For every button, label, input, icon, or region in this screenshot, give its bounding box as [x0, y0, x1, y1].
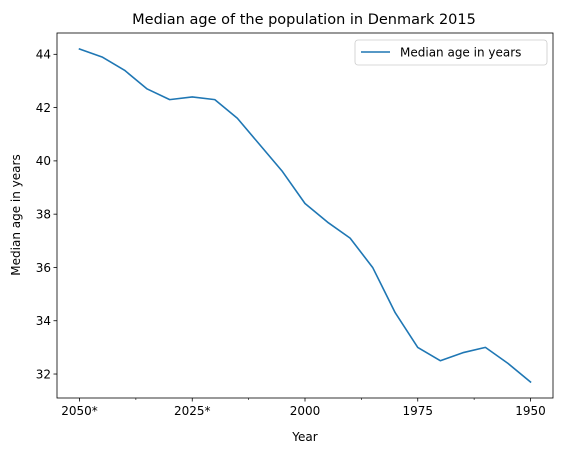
x-tick-label: 1975	[402, 404, 433, 418]
axes-frame	[56, 32, 554, 399]
y-tick-label: 34	[36, 314, 51, 328]
y-tick-label: 42	[36, 101, 51, 115]
x-axis-ticks: 2050* 2025* 2000 1975 1950	[61, 398, 546, 418]
y-tick-label: 36	[36, 261, 51, 275]
x-tick-label: 2000	[290, 404, 321, 418]
x-tick-label: 1950	[515, 404, 546, 418]
y-tick-label: 44	[36, 48, 51, 62]
series-layer	[78, 47, 532, 384]
y-axis-title: Median age in years	[9, 154, 23, 275]
x-tick-label: 2050*	[61, 404, 98, 418]
legend: Median age in years	[354, 39, 548, 66]
axes-background	[57, 33, 553, 398]
plot-area	[57, 33, 553, 398]
y-tick-label: 32	[36, 367, 51, 381]
y-tick-label: 38	[36, 207, 51, 221]
y-axis-ticks: 32 34 36 38 40 42 44	[36, 48, 57, 381]
legend-box	[354, 39, 548, 66]
x-axis-title: Year	[291, 430, 317, 444]
x-tick-label: 2025*	[174, 404, 211, 418]
chart-title: Median age of the population in Denmark …	[132, 12, 476, 28]
y-tick-label: 40	[36, 154, 51, 168]
legend-label: Median age in years	[400, 46, 521, 60]
